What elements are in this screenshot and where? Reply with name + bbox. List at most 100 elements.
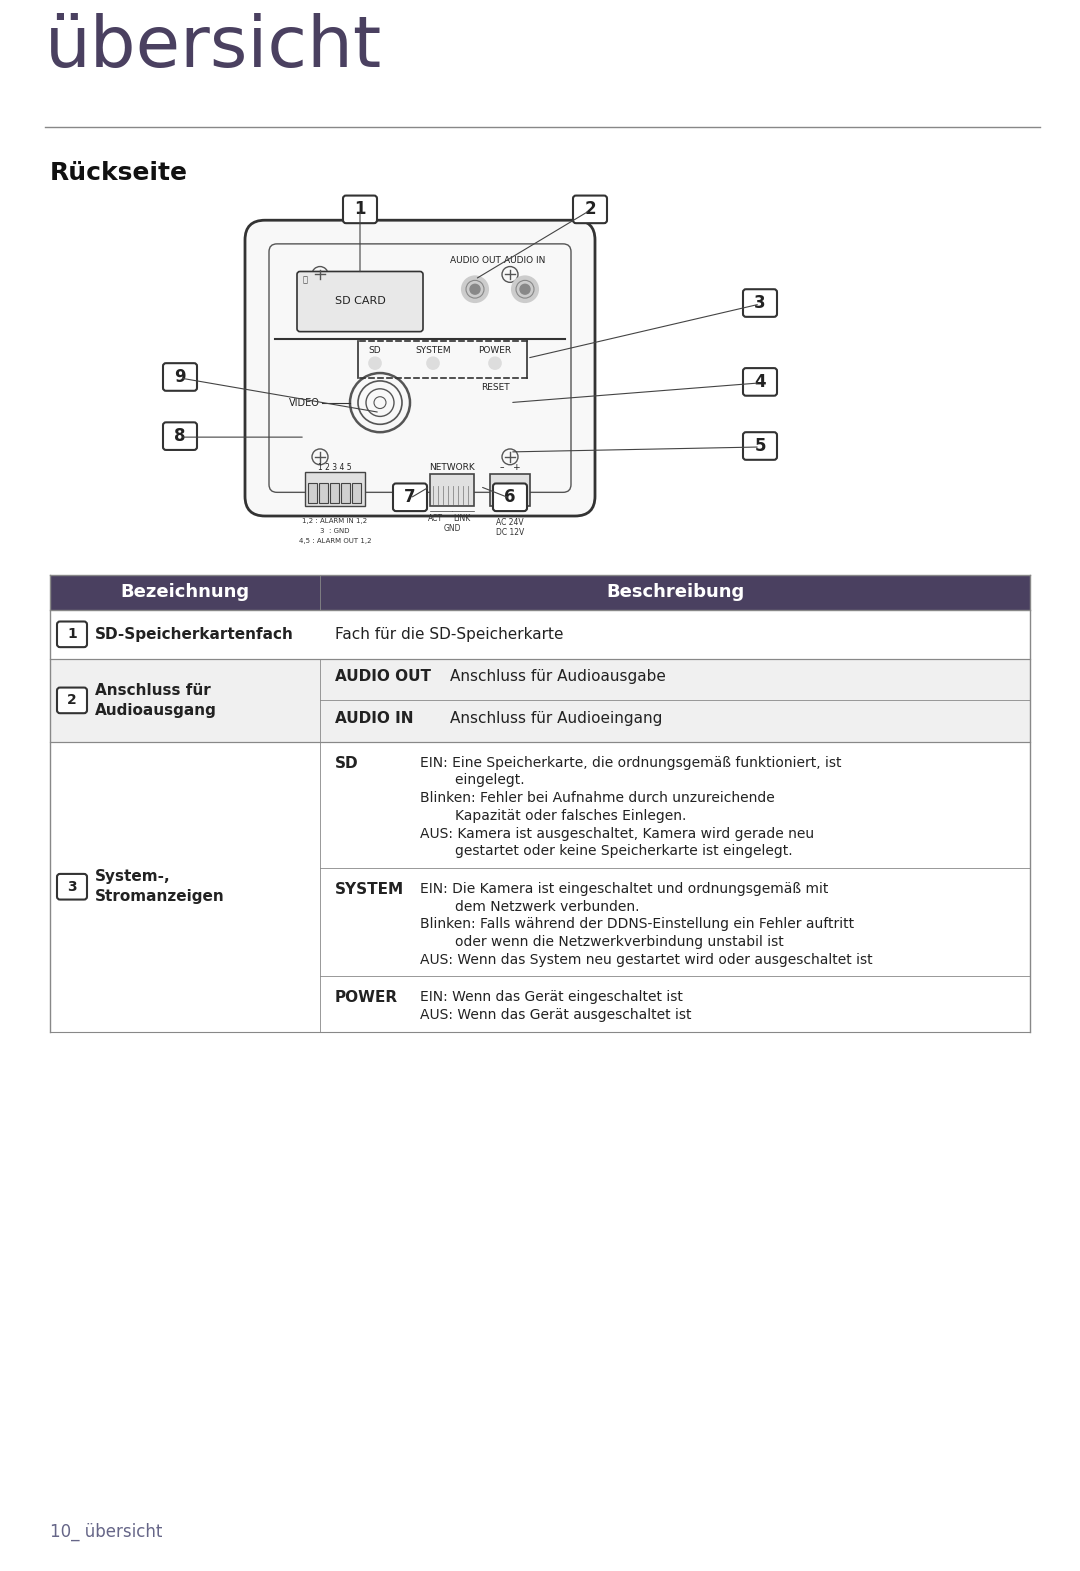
Bar — [50, 575, 1030, 610]
Text: 7: 7 — [404, 489, 416, 506]
Text: EIN: Die Kamera ist eingeschaltet und ordnungsgemäß mit: EIN: Die Kamera ist eingeschaltet und or… — [420, 881, 828, 895]
Bar — [490, 473, 530, 506]
Text: 1 2 3 4 5: 1 2 3 4 5 — [319, 462, 352, 471]
Text: DC 12V: DC 12V — [496, 528, 524, 537]
Text: Audioausgang: Audioausgang — [95, 702, 217, 718]
FancyBboxPatch shape — [163, 363, 197, 391]
Text: Anschluss für Audioeingang: Anschluss für Audioeingang — [450, 710, 662, 726]
Circle shape — [369, 357, 381, 369]
Bar — [320, 701, 1030, 742]
FancyBboxPatch shape — [743, 289, 777, 317]
FancyBboxPatch shape — [492, 484, 527, 511]
Bar — [430, 473, 474, 506]
Text: AUS: Kamera ist ausgeschaltet, Kamera wird gerade neu: AUS: Kamera ist ausgeschaltet, Kamera wi… — [420, 826, 814, 840]
Text: 3: 3 — [67, 880, 77, 894]
Text: SD: SD — [335, 756, 359, 771]
Text: AUDIO OUT: AUDIO OUT — [335, 669, 431, 685]
Text: Stromanzeigen: Stromanzeigen — [95, 889, 225, 903]
FancyBboxPatch shape — [573, 195, 607, 223]
FancyBboxPatch shape — [297, 272, 423, 331]
Text: Kapazität oder falsches Einlegen.: Kapazität oder falsches Einlegen. — [420, 809, 687, 823]
Bar — [320, 658, 1030, 701]
Text: gestartet oder keine Speicherkarte ist eingelegt.: gestartet oder keine Speicherkarte ist e… — [420, 844, 793, 858]
FancyBboxPatch shape — [57, 688, 87, 713]
Text: AUDIO OUT: AUDIO OUT — [449, 256, 500, 264]
Text: SD CARD: SD CARD — [335, 295, 386, 306]
Circle shape — [512, 276, 538, 302]
Text: 1: 1 — [67, 627, 77, 641]
Text: Blinken: Fehler bei Aufnahme durch unzureichende: Blinken: Fehler bei Aufnahme durch unzur… — [420, 792, 774, 804]
FancyBboxPatch shape — [343, 195, 377, 223]
FancyBboxPatch shape — [57, 622, 87, 647]
Bar — [305, 471, 365, 506]
Text: AUS: Wenn das System neu gestartet wird oder ausgeschaltet ist: AUS: Wenn das System neu gestartet wird … — [420, 952, 873, 966]
Text: 3  : GND: 3 : GND — [321, 528, 350, 534]
Bar — [320, 977, 1030, 1032]
Text: übersicht: übersicht — [45, 13, 382, 82]
Text: SYSTEM: SYSTEM — [335, 881, 404, 897]
FancyBboxPatch shape — [57, 873, 87, 900]
Bar — [330, 484, 339, 503]
Text: System-,: System-, — [95, 869, 171, 884]
Text: Blinken: Falls während der DDNS-Einstellung ein Fehler auftritt: Blinken: Falls während der DDNS-Einstell… — [420, 917, 854, 932]
Bar — [341, 484, 350, 503]
Text: SD: SD — [368, 347, 381, 355]
Text: 2: 2 — [67, 693, 77, 707]
Text: ACT: ACT — [428, 514, 443, 523]
Text: Bezeichnung: Bezeichnung — [121, 583, 249, 602]
Bar — [50, 610, 1030, 658]
Text: 8: 8 — [174, 427, 186, 445]
Text: dem Netzwerk verbunden.: dem Netzwerk verbunden. — [420, 900, 639, 914]
Text: –   +: – + — [500, 462, 521, 471]
Bar — [308, 484, 318, 503]
Text: VIDEO: VIDEO — [289, 397, 320, 407]
Text: POWER: POWER — [335, 990, 399, 1005]
Text: SD-Speicherkartenfach: SD-Speicherkartenfach — [95, 627, 294, 643]
Text: Fach für die SD-Speicherkarte: Fach für die SD-Speicherkarte — [335, 627, 564, 643]
Text: EIN: Wenn das Gerät eingeschaltet ist: EIN: Wenn das Gerät eingeschaltet ist — [420, 990, 683, 1004]
Text: AUDIO IN: AUDIO IN — [504, 256, 545, 264]
Bar — [50, 658, 320, 742]
Text: Rückseite: Rückseite — [50, 162, 188, 185]
Text: 9: 9 — [174, 368, 186, 386]
FancyBboxPatch shape — [393, 484, 427, 511]
Text: Anschluss für Audioausgabe: Anschluss für Audioausgabe — [450, 669, 666, 685]
Text: 1: 1 — [354, 201, 366, 218]
Text: 1,2 : ALARM IN 1,2: 1,2 : ALARM IN 1,2 — [302, 518, 367, 525]
Text: 5: 5 — [754, 437, 766, 456]
Text: 2: 2 — [584, 201, 596, 218]
Text: 4,5 : ALARM OUT 1,2: 4,5 : ALARM OUT 1,2 — [299, 537, 372, 544]
Bar — [320, 869, 1030, 977]
Text: AC 24V: AC 24V — [496, 518, 524, 526]
Text: AUDIO IN: AUDIO IN — [335, 710, 414, 726]
Text: oder wenn die Netzwerkverbindung unstabil ist: oder wenn die Netzwerkverbindung unstabi… — [420, 935, 784, 949]
Text: NETWORK: NETWORK — [429, 462, 475, 471]
FancyBboxPatch shape — [743, 368, 777, 396]
Text: GND: GND — [443, 523, 461, 533]
Text: 10_ übersicht: 10_ übersicht — [50, 1524, 162, 1541]
Circle shape — [470, 284, 480, 294]
Text: POWER: POWER — [478, 347, 512, 355]
Circle shape — [519, 284, 530, 294]
Circle shape — [489, 357, 501, 369]
Text: 4: 4 — [754, 372, 766, 391]
Text: LINK: LINK — [454, 514, 471, 523]
FancyBboxPatch shape — [245, 220, 595, 515]
Circle shape — [462, 276, 488, 302]
Text: 6: 6 — [504, 489, 516, 506]
Text: 🔒: 🔒 — [302, 275, 308, 284]
Text: 3: 3 — [754, 294, 766, 313]
Text: AUS: Wenn das Gerät ausgeschaltet ist: AUS: Wenn das Gerät ausgeschaltet ist — [420, 1009, 691, 1023]
Bar — [320, 742, 1030, 869]
FancyBboxPatch shape — [163, 423, 197, 449]
Bar — [50, 742, 320, 1032]
Text: SYSTEM: SYSTEM — [415, 347, 450, 355]
Bar — [319, 484, 328, 503]
Text: Anschluss für: Anschluss für — [95, 683, 211, 698]
Bar — [352, 484, 361, 503]
Text: RESET: RESET — [481, 383, 510, 391]
Text: eingelegt.: eingelegt. — [420, 773, 525, 787]
Circle shape — [427, 357, 438, 369]
Text: EIN: Eine Speicherkarte, die ordnungsgemäß funktioniert, ist: EIN: Eine Speicherkarte, die ordnungsgem… — [420, 756, 841, 770]
FancyBboxPatch shape — [743, 432, 777, 460]
